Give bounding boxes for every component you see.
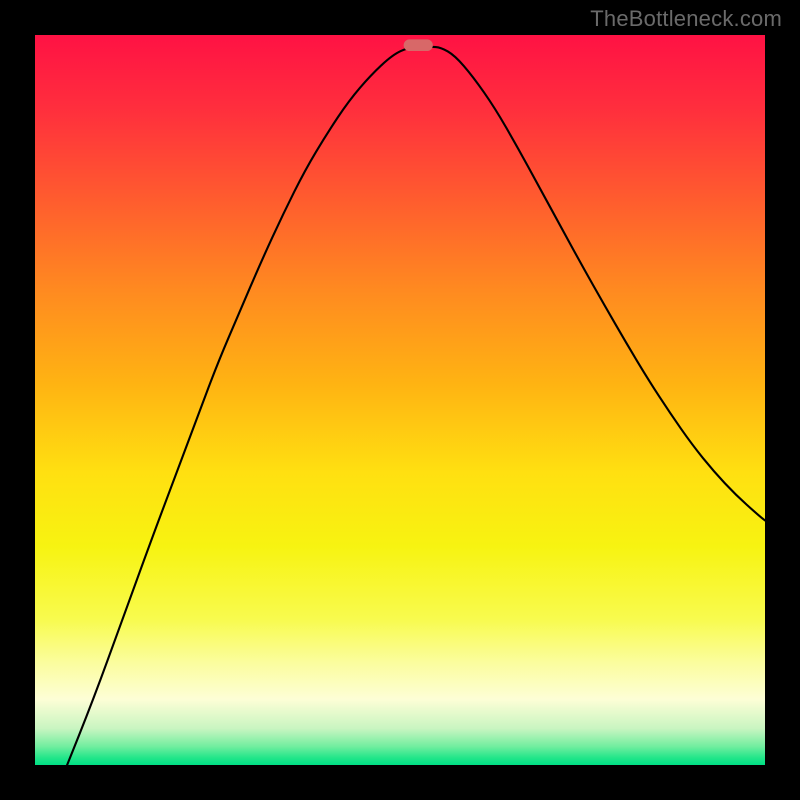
- plot-area: [35, 35, 765, 765]
- chart-frame: TheBottleneck.com: [0, 0, 800, 800]
- watermark-text: TheBottleneck.com: [590, 6, 782, 32]
- plot-svg: [35, 35, 765, 765]
- minimum-marker: [404, 39, 433, 51]
- plot-background: [35, 35, 765, 765]
